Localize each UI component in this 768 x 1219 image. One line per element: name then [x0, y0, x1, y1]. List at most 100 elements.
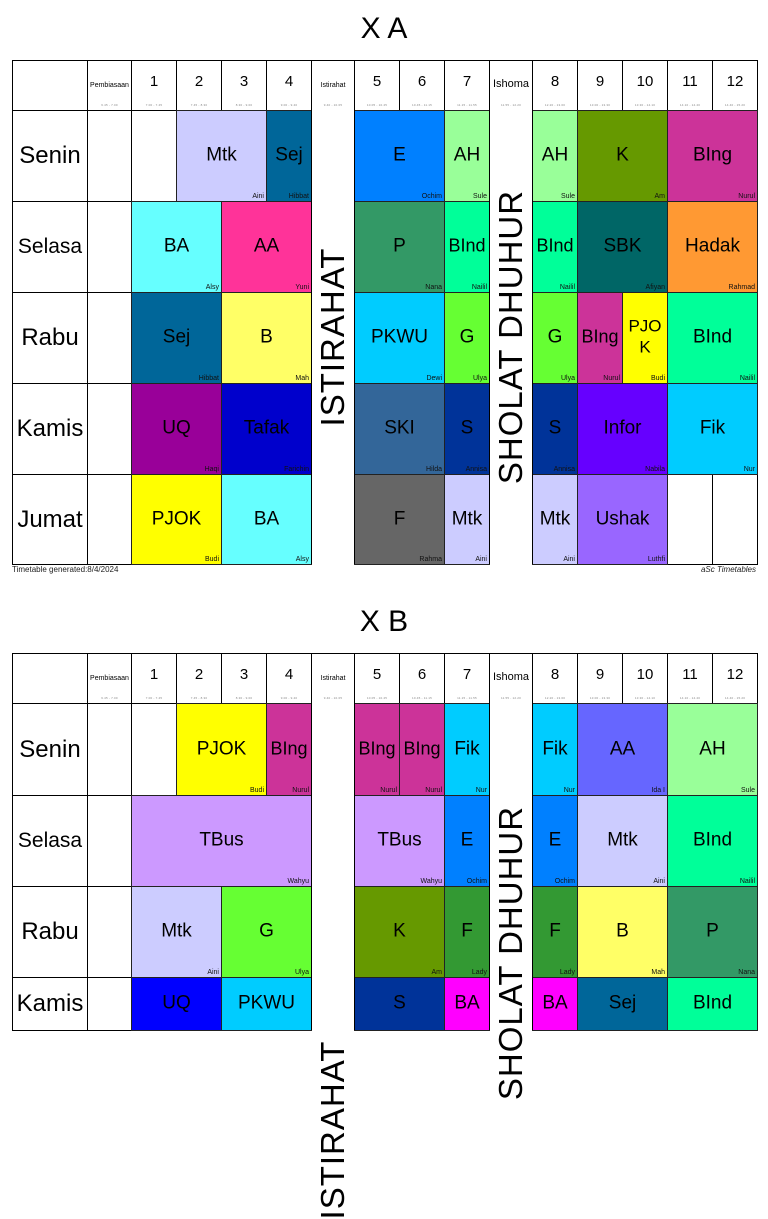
column-label: 4 [284, 73, 294, 90]
empty-slot[interactable] [87, 110, 132, 202]
empty-slot[interactable] [87, 977, 132, 1031]
lesson-teacher: Sule [560, 193, 575, 200]
lesson-card[interactable]: P Nana [667, 886, 758, 978]
lesson-card[interactable]: BIng Nurul [399, 703, 445, 796]
lesson-card[interactable]: AA Yuni [221, 201, 312, 293]
column-label: 12 [726, 73, 744, 90]
lesson-card[interactable]: BInd Nailil [444, 201, 490, 293]
lesson-card[interactable]: Tafak Farichin [221, 383, 312, 475]
lesson-card[interactable]: BInd Nailil [532, 201, 578, 293]
lesson-card[interactable]: Sej Hibbat [266, 110, 312, 202]
lesson-card[interactable]: AH Sule [532, 110, 578, 202]
empty-slot[interactable] [87, 292, 132, 384]
lesson-card[interactable]: BA [444, 977, 490, 1031]
lesson-card[interactable]: B Mah [221, 292, 312, 384]
empty-slot[interactable] [131, 703, 177, 796]
lesson-card[interactable]: BIng Nurul [266, 703, 312, 796]
lesson-card[interactable]: S Annisa [532, 383, 578, 475]
lesson-card[interactable]: BInd Nailil [667, 795, 758, 887]
lesson-card[interactable]: Mtk Aini [131, 886, 222, 978]
column-header: Istirahat 9.40 - 10.05 [311, 60, 355, 111]
lesson-card[interactable]: E Ochim [532, 795, 578, 887]
lesson-card[interactable]: Infor Nabila [577, 383, 668, 475]
lesson-card[interactable]: Mtk Aini [176, 110, 267, 202]
column-label: Ishoma [492, 78, 530, 90]
empty-slot[interactable] [712, 474, 758, 565]
lesson-card[interactable]: Sej [577, 977, 668, 1031]
column-label: 7 [462, 666, 472, 683]
lesson-card[interactable]: Hadak Rahmad [667, 201, 758, 293]
lesson-card[interactable]: Mtk Aini [532, 474, 578, 565]
lesson-subject: S [548, 417, 562, 439]
lesson-card[interactable]: AA Ida I [577, 703, 668, 796]
lesson-card[interactable]: BIng Nurul [577, 292, 623, 384]
lesson-card[interactable]: G Ulya [444, 292, 490, 384]
lesson-card[interactable]: K Am [354, 886, 445, 978]
lesson-card[interactable]: Fik Nur [667, 383, 758, 475]
empty-slot[interactable] [87, 795, 132, 887]
lesson-card[interactable]: E Ochim [444, 795, 490, 887]
empty-slot[interactable] [87, 201, 132, 293]
lesson-card[interactable]: F Lady [532, 886, 578, 978]
lesson-card[interactable]: UQ [131, 977, 222, 1031]
lesson-card[interactable]: F Rahma [354, 474, 445, 565]
empty-slot[interactable] [667, 474, 713, 565]
lesson-card[interactable]: G Ulya [221, 886, 312, 978]
lesson-card[interactable]: PJOK Budi [131, 474, 222, 565]
lesson-card[interactable]: BInd Nailil [667, 292, 758, 384]
lesson-card[interactable]: S Annisa [444, 383, 490, 475]
lesson-card[interactable]: Mtk Aini [577, 795, 668, 887]
empty-slot[interactable] [87, 703, 132, 796]
column-time: 10.05 - 10.45 [366, 103, 388, 107]
column-time: 14.40 - 15.20 [724, 103, 746, 107]
lesson-card[interactable]: BIng Nurul [667, 110, 758, 202]
lesson-card[interactable]: AH Sule [444, 110, 490, 202]
lesson-subject: SKI [384, 417, 415, 439]
lesson-card[interactable]: Fik Nur [532, 703, 578, 796]
lesson-card[interactable]: PJOK Budi [622, 292, 668, 384]
lesson-card[interactable]: Sej Hibbat [131, 292, 222, 384]
lesson-card[interactable]: BA Alsy [131, 201, 222, 293]
lesson-card[interactable]: Ushak Luthfi [577, 474, 668, 565]
empty-slot[interactable] [87, 886, 132, 978]
empty-slot[interactable] [87, 383, 132, 475]
lesson-card[interactable]: S [354, 977, 445, 1031]
lesson-card[interactable]: UQ Haqi [131, 383, 222, 475]
software-credit: aSc Timetables [700, 565, 756, 574]
column-header: 11 14.10 - 14.40 [667, 653, 713, 704]
lesson-subject: F [393, 508, 406, 530]
lesson-card[interactable]: E Ochim [354, 110, 445, 202]
column-header: 10 13.30 - 14.10 [622, 653, 668, 704]
break-band: ISTIRAHAT [311, 110, 355, 564]
column-time: 9.40 - 10.05 [323, 696, 343, 700]
empty-slot[interactable] [87, 474, 132, 565]
lesson-card[interactable]: BA [532, 977, 578, 1031]
lesson-card[interactable]: Mtk Aini [444, 474, 490, 565]
lesson-card[interactable]: Fik Nur [444, 703, 490, 796]
lesson-teacher: Dewi [426, 375, 442, 382]
lesson-card[interactable]: TBus Wahyu [131, 795, 312, 887]
lesson-card[interactable]: SBK Afiyan [577, 201, 668, 293]
lesson-card[interactable]: P Nana [354, 201, 445, 293]
lesson-teacher: Lady [471, 969, 487, 976]
lesson-card[interactable]: TBus Wahyu [354, 795, 445, 887]
lesson-card[interactable]: PKWU [221, 977, 312, 1031]
lesson-card[interactable]: PJOK Budi [176, 703, 267, 796]
lesson-card[interactable]: AH Sule [667, 703, 758, 796]
prayer-band: SHOLAT DHUHUR [489, 703, 533, 1100]
column-label: 6 [417, 73, 427, 90]
lesson-card[interactable]: G Ulya [532, 292, 578, 384]
lesson-teacher: Sule [472, 193, 487, 200]
lesson-card[interactable]: BIng Nurul [354, 703, 400, 796]
lesson-card[interactable]: BA Alsy [221, 474, 312, 565]
lesson-card[interactable]: SKI Hilda [354, 383, 445, 475]
prayer-band: SHOLAT DHUHUR [489, 110, 533, 564]
empty-slot[interactable] [131, 110, 177, 202]
lesson-teacher: Ida I [651, 787, 665, 794]
lesson-card[interactable]: B Mah [577, 886, 668, 978]
lesson-card[interactable]: BInd [667, 977, 758, 1031]
lesson-card[interactable]: K Am [577, 110, 668, 202]
lesson-card[interactable]: PKWU Dewi [354, 292, 445, 384]
lesson-card[interactable]: F Lady [444, 886, 490, 978]
lesson-subject: G [547, 326, 563, 348]
